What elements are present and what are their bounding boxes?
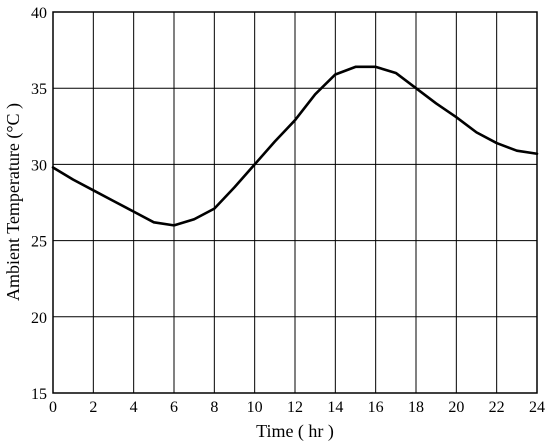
x-tick-labels: 0 2 4 6 8 10 12 14 16 18 20 22 24 [49,399,545,416]
y-tick-label: 20 [31,310,47,327]
x-tick-label: 10 [247,399,263,416]
x-tick-label: 0 [49,399,57,416]
x-tick-label: 24 [529,399,545,416]
y-tick-labels: 15 20 25 30 35 40 [31,5,47,403]
x-tick-label: 14 [327,399,343,416]
x-tick-label: 18 [408,399,424,416]
x-tick-label: 20 [448,399,464,416]
y-tick-label: 15 [31,386,47,403]
x-tick-label: 22 [489,399,505,416]
x-tick-label: 12 [287,399,303,416]
y-tick-label: 35 [31,81,47,98]
temperature-series-line [51,65,539,227]
y-tick-label: 25 [31,234,47,251]
x-tick-label: 8 [210,399,218,416]
y-tick-label: 30 [31,157,47,174]
x-tick-label: 4 [130,399,138,416]
y-axis-title: Ambient Temperature (°C ) [3,103,24,301]
x-tick-label: 16 [368,399,384,416]
x-tick-label: 2 [89,399,97,416]
y-tick-label: 40 [31,5,47,22]
x-tick-label: 6 [170,399,178,416]
plot-frame [52,11,538,394]
grid [53,12,537,393]
series-layer [51,65,539,227]
x-axis-title: Time ( hr ) [256,421,334,442]
